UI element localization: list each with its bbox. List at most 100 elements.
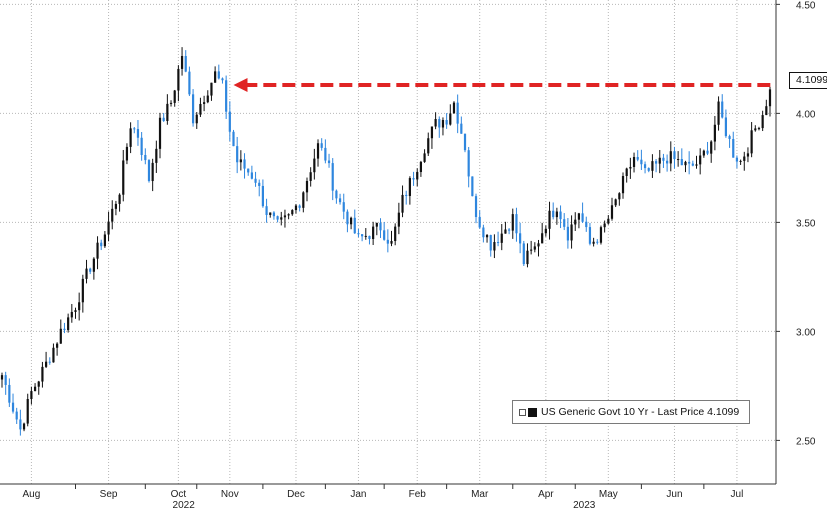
candle-body [4,375,7,385]
candle-body [728,136,731,140]
candle-body [500,233,503,243]
candle-body [607,218,610,224]
candle-body [485,235,489,238]
candle-body [493,242,496,251]
candle-body [111,208,114,222]
candle-body [368,235,371,240]
candle-body [386,239,389,244]
candle-body [463,133,467,151]
candle-body [298,205,301,208]
candle-body [721,101,724,118]
candle-body [327,160,331,164]
candle-body [324,147,327,161]
candle-body [508,229,511,231]
candle-body [688,161,691,164]
candle-body [335,190,338,199]
candle-body [283,215,287,218]
candle-body [313,158,316,173]
candle-body [614,199,617,206]
candle-body [757,128,761,130]
candle-body [217,71,220,79]
candle-body [195,114,198,124]
candle-body [383,230,386,240]
candle-body [408,178,411,196]
candle-body [44,361,48,367]
candles [0,47,772,436]
candle-body [511,214,514,231]
candle-body [397,212,400,227]
candle-body [305,180,309,193]
x-tick-label: Oct [171,489,187,500]
candle-body [96,242,99,259]
candle-body [632,157,636,167]
candle-body [162,117,165,121]
candle-body [247,168,250,173]
year-label: 2023 [573,500,596,508]
candle-body [430,126,434,139]
candle-body [574,219,577,225]
candle-body [287,214,290,216]
candle-body [129,128,132,147]
candle-body [228,111,231,132]
candle-body [221,78,224,81]
candle-body [52,347,55,363]
candle-body [695,164,698,166]
candle-body [243,159,246,169]
candle-body [559,211,562,220]
candle-body [496,242,500,244]
candle-body [618,193,621,200]
candle-body [732,139,735,158]
candle-body [621,176,625,194]
candle-body [353,217,356,234]
x-tick-label: Sep [100,489,118,500]
candle-body [59,328,62,344]
x-tick-label: Aug [22,489,40,500]
candle-body [713,124,716,142]
candle-body [647,168,650,171]
candle-body [364,235,367,237]
candle-body [710,141,713,154]
candle-body [177,68,180,91]
candle-body [166,103,169,121]
candle-body [754,128,757,131]
candle-body [746,153,750,157]
candle-body [8,384,11,403]
candle-body [114,203,118,209]
candle-body [158,117,162,149]
candle-body [37,381,40,387]
candle-body [280,217,283,220]
candle-body [445,120,448,125]
y-axis: 4.50 4.00 3.50 3.00 2.50 [775,0,816,484]
candle-body [188,71,191,95]
candle-body [0,375,4,380]
candle-body [33,386,37,392]
candle-body [629,166,632,169]
candle-body [526,250,529,265]
candle-body [471,176,474,197]
candle-body [434,119,437,127]
annotation-arrow [233,78,771,93]
candle-body [405,194,408,196]
candle-body [206,95,209,103]
candle-body [379,222,382,231]
legend-checkbox-icon[interactable] [519,408,526,416]
candle-body [92,258,95,272]
candle-body [684,161,687,166]
candle-body [261,185,264,207]
y-tick-label: 3.00 [796,327,816,338]
candle-body [22,423,26,430]
x-tick-label: May [599,489,618,500]
candle-body [577,213,581,220]
candle-body [592,241,595,244]
candle-body [467,150,470,177]
candle-body [519,233,522,244]
candle-body [375,222,378,227]
last-price-value: 4.1099 [796,74,827,86]
candle-body [691,163,694,166]
candle-body [680,159,683,166]
candle-body [144,154,147,161]
x-tick-label: Jan [350,489,366,500]
candle-body [555,211,558,218]
candle-body [48,361,51,363]
candle-body [346,211,349,225]
